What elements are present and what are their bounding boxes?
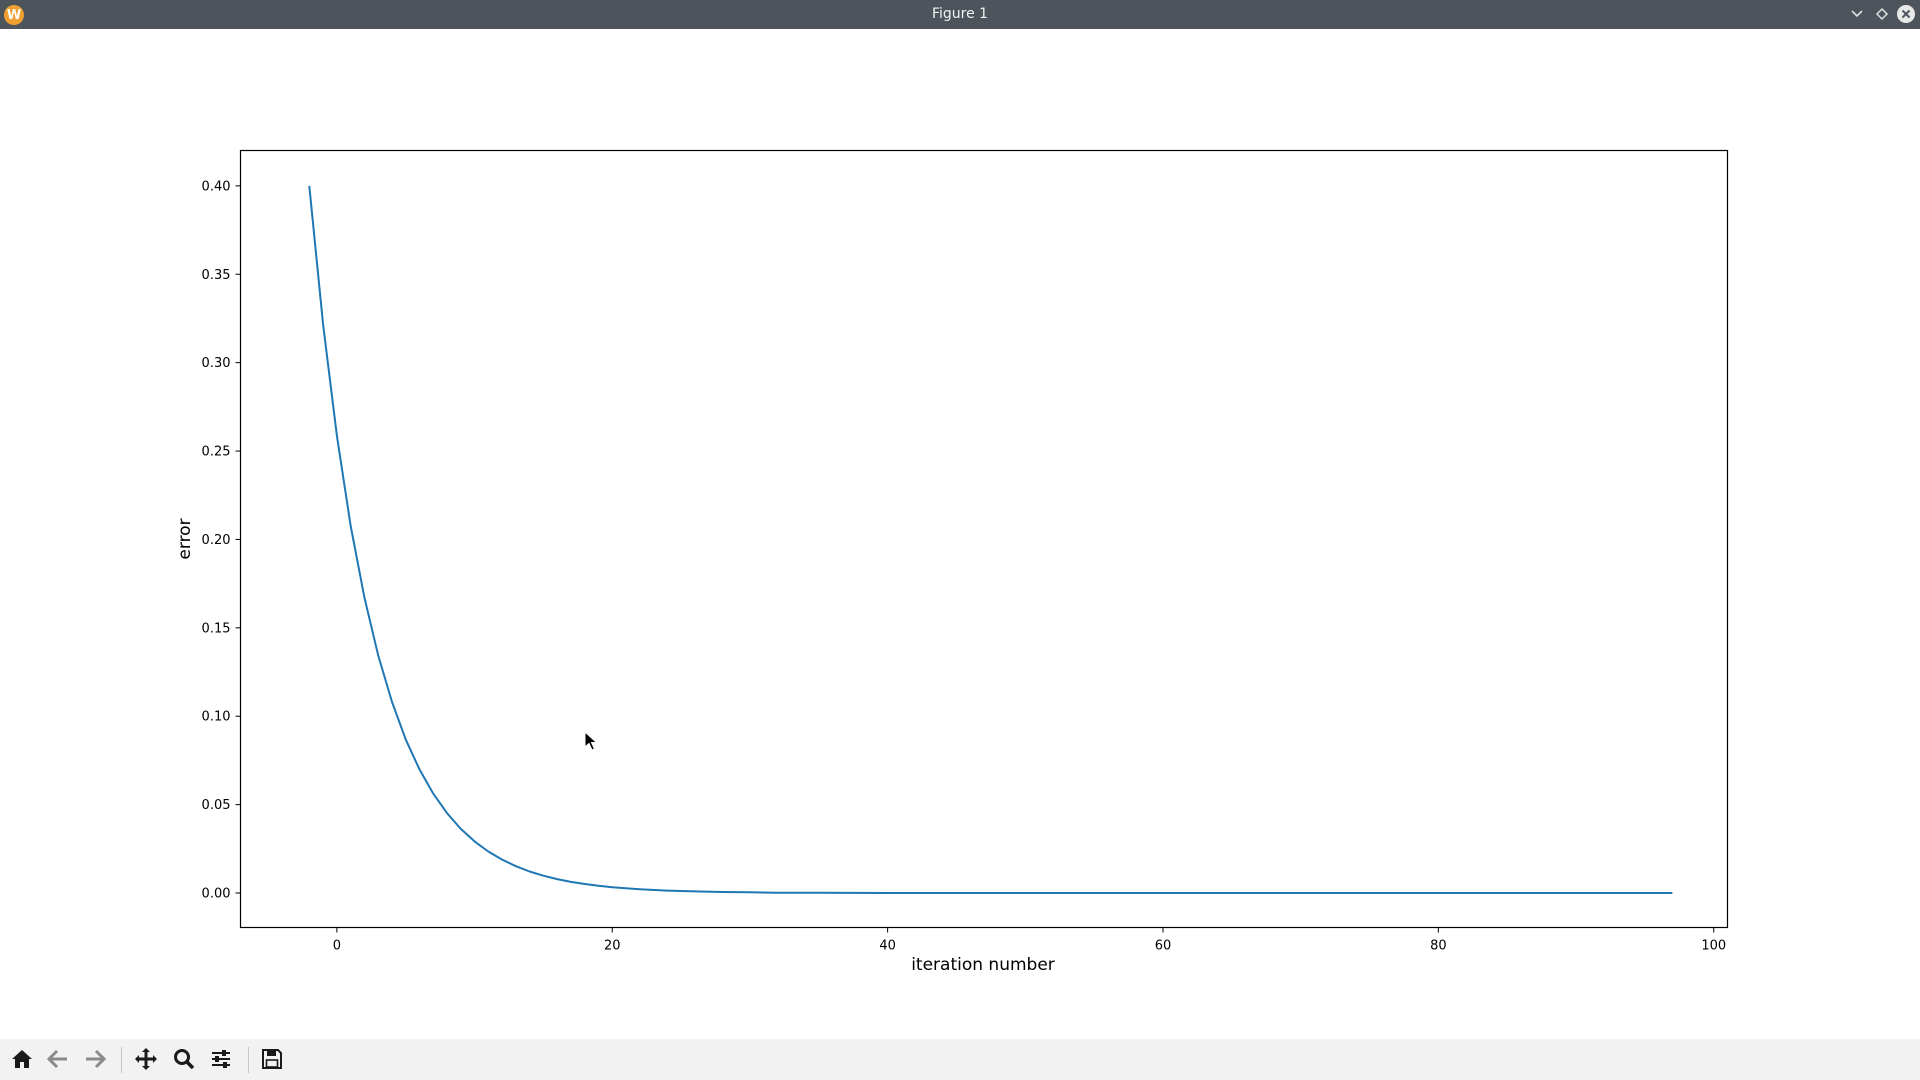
x-tick-label: 100 xyxy=(1701,939,1726,954)
y-tick-label: 0.00 xyxy=(202,887,231,902)
close-icon[interactable] xyxy=(1896,4,1916,24)
mouse-cursor-icon xyxy=(584,731,598,751)
x-tick-label: 20 xyxy=(604,939,621,954)
x-tick-label: 60 xyxy=(1155,939,1172,954)
axes-frame xyxy=(239,149,1729,929)
x-tick-label: 80 xyxy=(1430,939,1447,954)
x-axis-label: iteration number xyxy=(911,955,1055,975)
y-tick-label: 0.35 xyxy=(202,268,231,283)
app-icon: W xyxy=(4,5,24,25)
y-tick-label: 0.40 xyxy=(202,179,231,194)
pan-icon[interactable] xyxy=(131,1044,161,1074)
save-icon[interactable] xyxy=(257,1044,287,1074)
x-tick-label: 0 xyxy=(333,939,341,954)
minimize-icon[interactable] xyxy=(1847,4,1867,24)
window-title: Figure 1 xyxy=(931,6,989,22)
x-tick-label: 40 xyxy=(879,939,896,954)
error-series-line xyxy=(308,185,1673,894)
forward-icon[interactable] xyxy=(80,1044,110,1074)
toolbar-separator xyxy=(121,1047,122,1073)
toolbar-separator xyxy=(248,1047,249,1073)
y-tick-label: 0.10 xyxy=(202,710,231,725)
x-axis-ticks: 0 20 40 60 80 100 xyxy=(333,927,1726,954)
zoom-icon[interactable] xyxy=(169,1044,199,1074)
maximize-icon[interactable] xyxy=(1872,4,1892,24)
navigation-toolbar xyxy=(0,1039,1920,1080)
y-tick-label: 0.30 xyxy=(202,356,231,371)
y-tick-label: 0.15 xyxy=(202,621,231,636)
plot-area xyxy=(308,185,1673,894)
y-tick-label: 0.20 xyxy=(202,533,231,548)
y-axis-label: error xyxy=(175,518,195,559)
y-axis-ticks: 0.00 0.05 0.10 0.15 0.20 0.25 0.30 0.35 0.40 xyxy=(202,179,241,902)
back-icon[interactable] xyxy=(43,1044,73,1074)
figure-canvas[interactable]: 0 20 40 60 80 100 0.00 0.05 0.10 0.15 0.20 0.25 0.3… xyxy=(0,29,1920,1039)
y-tick-label: 0.05 xyxy=(202,798,231,813)
title-bar: W Figure 1 xyxy=(0,0,1920,29)
home-icon[interactable] xyxy=(7,1044,37,1074)
y-tick-label: 0.25 xyxy=(202,445,231,460)
configure-subplots-icon[interactable] xyxy=(206,1044,236,1074)
